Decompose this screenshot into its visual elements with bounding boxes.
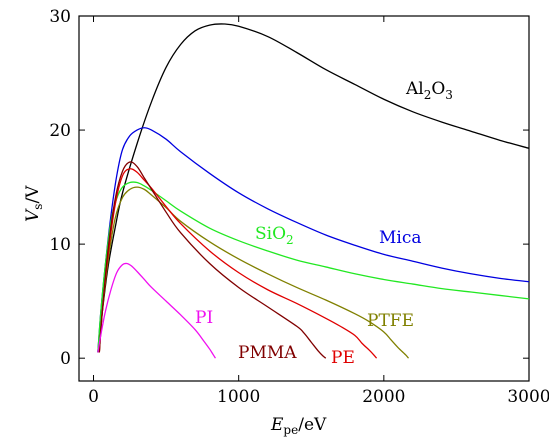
series-label-al2o3: Al2O3: [405, 79, 453, 102]
y-tick-label: 10: [49, 235, 71, 255]
plot-frame: [78, 15, 530, 382]
series-line-pe: [98, 168, 378, 359]
series-label-sio2: SiO2: [255, 224, 294, 247]
y-tick-label: 20: [49, 121, 71, 141]
plot-area-border: [78, 15, 530, 382]
series-line-ptfe: [98, 186, 410, 359]
x-axis-label: Epe/eV: [270, 415, 327, 437]
x-tick-label: 1000: [217, 387, 260, 407]
series-line-mica: [97, 127, 530, 353]
series-line-pi: [97, 262, 216, 359]
x-tick-label: 0: [88, 387, 99, 407]
series-label-pi: PI: [195, 308, 213, 328]
y-tick-label: 0: [60, 349, 71, 369]
series-label-pe: PE: [331, 348, 355, 368]
series-label-pmma: PMMA: [238, 343, 297, 363]
x-tick-label: 2000: [362, 387, 405, 407]
y-axis-label: Vs/V: [23, 185, 45, 222]
y-tick-label: 30: [49, 7, 71, 27]
series-line-al2o3: [97, 23, 530, 353]
series-label-mica: Mica: [379, 228, 422, 248]
x-tick-label: 3000: [507, 387, 549, 407]
series-layer: [97, 23, 530, 359]
series-label-ptfe: PTFE: [367, 311, 414, 331]
series-line-pmma: [98, 161, 327, 359]
axis-ticks: 0 1000 2000 3000 0 10 20 30: [49, 7, 549, 407]
